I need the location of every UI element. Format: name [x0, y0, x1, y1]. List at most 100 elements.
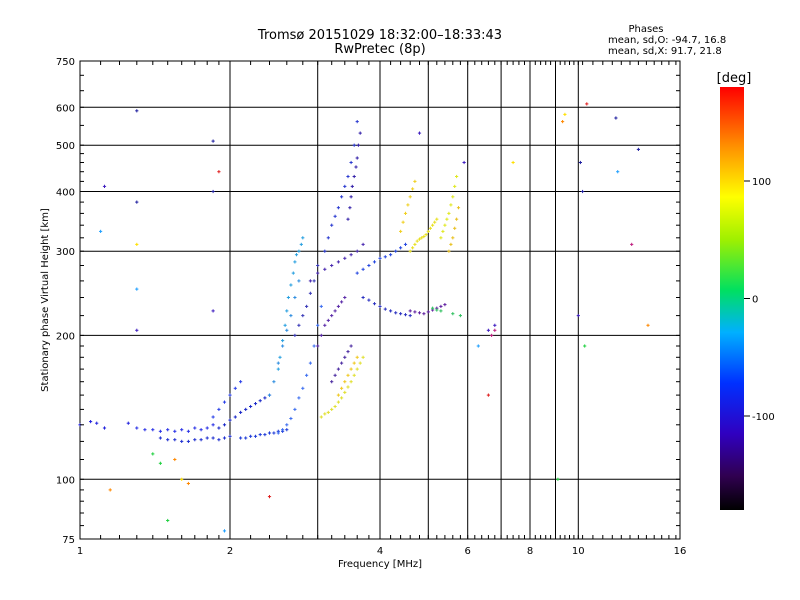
data-point	[336, 393, 340, 397]
data-point	[297, 396, 301, 400]
data-point	[401, 220, 405, 224]
data-point	[281, 344, 285, 348]
data-point	[316, 271, 320, 275]
data-point	[217, 426, 221, 430]
data-point	[336, 400, 340, 404]
data-point	[445, 217, 449, 221]
data-point	[323, 267, 327, 271]
data-point	[646, 323, 650, 327]
data-point	[312, 344, 316, 348]
data-point	[413, 310, 417, 314]
data-point	[349, 367, 353, 371]
data-point	[349, 253, 353, 257]
data-point	[356, 143, 360, 147]
colorbar	[720, 87, 744, 510]
data-point	[205, 426, 209, 430]
data-point	[443, 223, 447, 227]
data-point	[285, 423, 289, 427]
data-point	[308, 279, 312, 283]
data-point	[355, 249, 359, 253]
data-point	[253, 434, 258, 438]
data-point	[413, 179, 417, 183]
data-point	[228, 434, 232, 438]
data-point	[217, 407, 221, 411]
data-point	[462, 160, 466, 165]
data-point	[263, 396, 267, 400]
data-point	[253, 402, 258, 406]
data-point	[355, 120, 359, 124]
y-tick-label: 400	[56, 188, 75, 199]
data-point	[583, 344, 587, 348]
data-point	[614, 116, 618, 120]
data-point	[180, 428, 184, 432]
data-point	[451, 195, 455, 199]
data-point	[389, 253, 393, 257]
x-tick-label: 4	[377, 546, 383, 557]
data-point	[336, 206, 340, 210]
data-point	[367, 298, 371, 302]
data-point	[305, 373, 309, 377]
data-point	[278, 355, 282, 359]
data-point	[143, 428, 147, 432]
data-point	[89, 420, 93, 424]
data-point	[336, 367, 340, 371]
data-point	[343, 355, 347, 359]
data-point	[476, 344, 480, 348]
data-point	[343, 295, 347, 300]
data-point	[354, 165, 358, 169]
data-point	[135, 328, 139, 332]
data-point	[193, 438, 197, 442]
data-point	[447, 211, 451, 215]
data-point	[383, 255, 387, 259]
data-point	[330, 314, 334, 318]
data-point	[578, 160, 582, 165]
data-point	[263, 433, 267, 437]
data-point	[340, 300, 344, 304]
data-point	[340, 396, 344, 400]
data-point	[451, 236, 455, 240]
data-point	[420, 236, 424, 240]
data-point	[276, 367, 280, 371]
x-tick-label: 6	[465, 546, 471, 557]
colorbar-ticks: 100 0 -100	[744, 177, 775, 423]
data-point	[399, 246, 403, 250]
data-point	[346, 217, 350, 221]
data-point	[349, 344, 353, 348]
data-point	[447, 249, 451, 253]
data-point	[186, 439, 190, 443]
colorbar-tick-label: 0	[752, 295, 758, 306]
data-point	[319, 415, 323, 419]
data-point	[326, 236, 330, 240]
data-point	[211, 309, 215, 313]
data-point	[352, 361, 356, 365]
data-point	[576, 314, 580, 318]
data-point	[95, 421, 99, 425]
data-point	[361, 242, 365, 246]
data-point	[222, 423, 227, 427]
data-point	[435, 217, 439, 221]
data-point	[340, 386, 344, 390]
data-point	[333, 373, 337, 377]
data-point	[193, 426, 197, 430]
data-point	[249, 434, 253, 438]
data-point	[258, 399, 262, 403]
data-point	[408, 249, 412, 253]
data-point	[343, 390, 347, 394]
data-point	[561, 120, 565, 124]
data-point	[424, 233, 428, 237]
data-point	[228, 418, 232, 422]
y-tick-label: 100	[56, 475, 75, 486]
data-point	[346, 373, 350, 377]
y-tick-label: 200	[56, 331, 75, 342]
data-point	[308, 291, 312, 295]
x-tick-label: 1	[77, 546, 83, 557]
chart-title: Tromsø 20151029 18:32:00–18:33:43	[257, 28, 502, 43]
data-point	[222, 529, 227, 533]
data-point	[352, 143, 356, 147]
data-point	[431, 223, 435, 227]
data-point	[158, 429, 162, 433]
x-tick-label: 16	[674, 546, 687, 557]
data-point	[312, 279, 316, 283]
data-point	[291, 271, 295, 275]
